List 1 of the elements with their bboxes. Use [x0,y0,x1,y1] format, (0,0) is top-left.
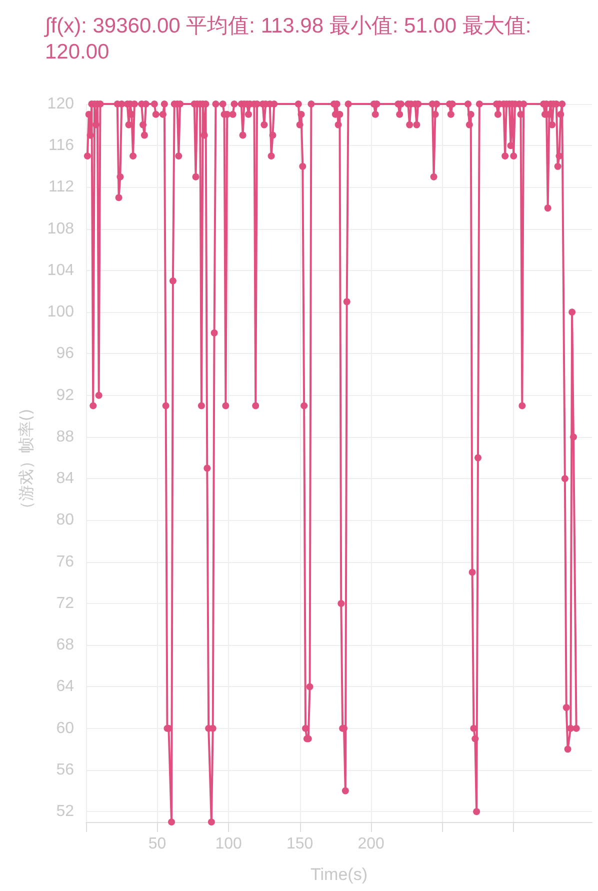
chart-title: ∫f(x): 39360.00 平均值: 113.98 最小值: 51.00 最大值: 120.00 [44,14,538,64]
